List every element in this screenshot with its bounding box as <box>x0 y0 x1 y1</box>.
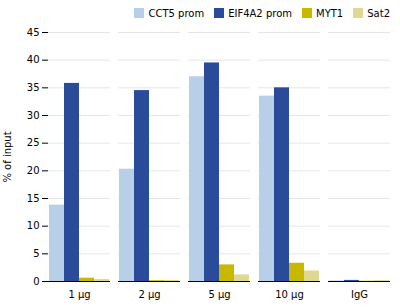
svg-text:25: 25 <box>27 137 40 148</box>
svg-text:10 μg: 10 μg <box>275 289 304 300</box>
html-text:EIF4A2 prom: EIF4A2 prom <box>228 7 292 19</box>
svg-text:45: 45 <box>27 27 40 38</box>
svg-text:2 μg: 2 μg <box>138 289 160 300</box>
svg-text:1 μg: 1 μg <box>68 289 90 300</box>
svg-text:20: 20 <box>27 165 40 176</box>
svg-text:5: 5 <box>33 248 39 259</box>
svg-text:40: 40 <box>27 54 40 65</box>
svg-text:5 μg: 5 μg <box>208 289 230 300</box>
html-text:CCT5 prom: CCT5 prom <box>148 7 205 19</box>
svg-text:IgG: IgG <box>351 289 368 300</box>
svg-text:% of input: % of input <box>2 131 13 182</box>
svg-text:10: 10 <box>27 220 40 231</box>
html-text:MYT1: MYT1 <box>316 7 344 19</box>
svg-text:35: 35 <box>27 82 40 93</box>
svg-text:0: 0 <box>33 276 39 287</box>
html-text:Sat2: Sat2 <box>367 7 390 19</box>
svg-text:30: 30 <box>27 110 40 121</box>
svg-text:15: 15 <box>27 193 40 204</box>
